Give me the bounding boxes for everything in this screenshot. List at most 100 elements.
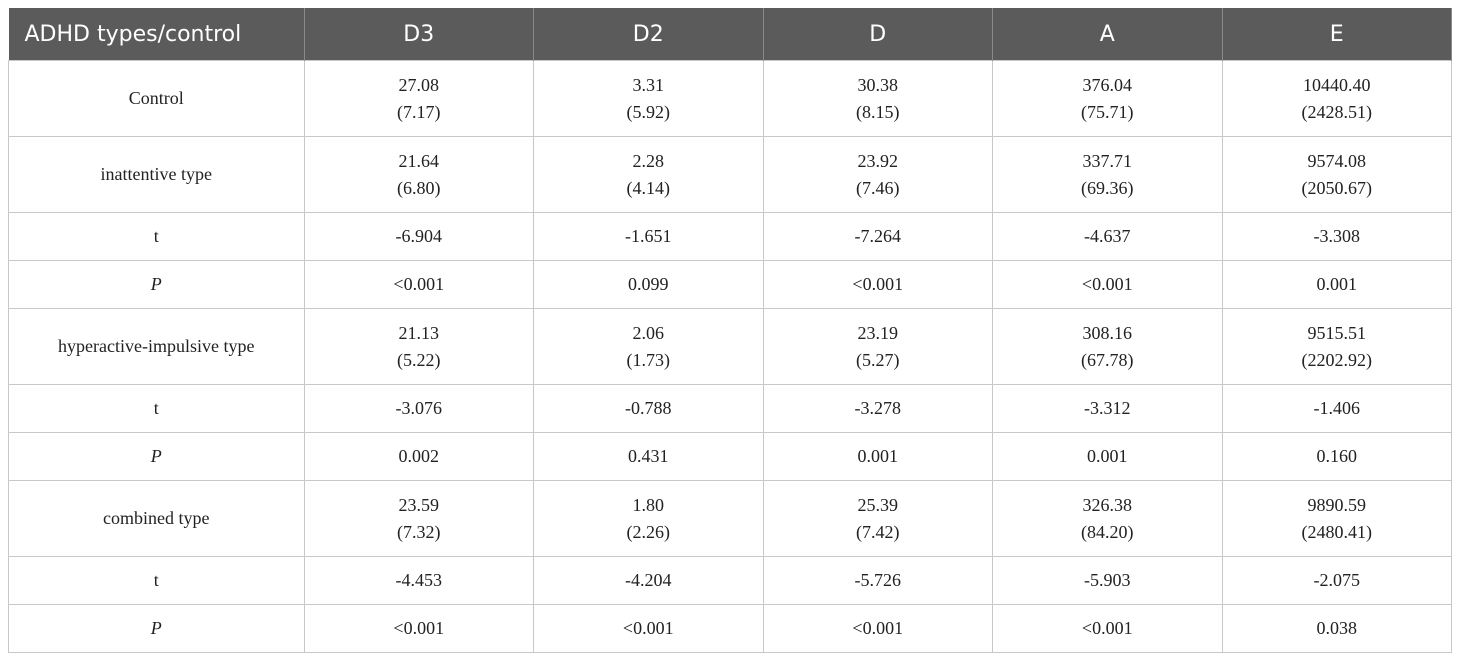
cell-line: (75.71) [1081,101,1134,122]
cell-line: (2.26) [626,521,671,542]
data-cell: -4.204 [533,556,764,605]
table-row: hyperactive-impulsive type 21.13 (5.22) 2.0… [8,308,1452,385]
data-cell: -1.651 [533,212,764,261]
cell-line: (5.92) [626,101,671,122]
cell-line: -5.903 [1084,570,1131,590]
data-cell: 23.59 (7.32) [303,480,534,557]
cell-line: <0.001 [852,618,904,638]
data-cell: -2.075 [1221,556,1452,605]
row-label: t [8,556,305,605]
cell-line: <0.001 [1081,618,1133,638]
header-cell: D3 [304,8,534,61]
data-cell: -6.904 [303,212,534,261]
data-cell: 0.431 [533,432,764,481]
row-label: t [8,212,305,261]
data-cell: <0.001 [992,604,1223,653]
cell-line: 0.001 [1087,446,1128,466]
data-cell: -3.278 [762,384,993,433]
cell-line: 1.80 [632,494,665,515]
cell-line: 0.431 [628,446,669,466]
header-cell: A [992,8,1223,61]
header-cell: ADHD types/control [8,8,305,61]
data-cell: 337.71 (69.36) [992,136,1223,213]
table-row: P 0.002 0.431 0.001 0.001 0.160 [8,432,1452,481]
data-cell: 9574.08 (2050.67) [1221,136,1452,213]
data-cell: -3.312 [992,384,1223,433]
cell-line: (2050.67) [1301,177,1373,198]
cell-line: <0.001 [622,618,674,638]
data-cell: 3.31 (5.92) [533,60,764,137]
cell-line: 0.160 [1316,446,1358,466]
cell-line: (5.27) [856,349,900,370]
cell-line: 0.099 [628,274,669,294]
table-row: combined type 23.59 (7.32) 1.80 (2.26) 25.39 (… [8,480,1452,557]
cell-line: (8.15) [856,101,900,122]
cell-line: <0.001 [393,274,445,294]
data-cell: 0.002 [303,432,534,481]
cell-line: 3.31 [632,74,665,95]
data-cell: -0.788 [533,384,764,433]
data-cell: 326.38 (84.20) [992,480,1223,557]
cell-line: 23.59 [398,494,440,515]
data-cell: 25.39 (7.42) [762,480,993,557]
data-cell: <0.001 [762,260,993,309]
row-label: P [8,432,305,481]
data-cell: 2.06 (1.73) [533,308,764,385]
data-cell: 21.13 (5.22) [303,308,534,385]
cell-line: -0.788 [625,398,672,418]
cell-line: 30.38 [857,74,899,95]
cell-line: (2202.92) [1301,349,1373,370]
cell-line: (67.78) [1081,349,1134,370]
data-cell: 0.001 [1221,260,1452,309]
table-row: inattentive type 21.64 (6.80) 2.28 (4.14) 23.… [8,136,1452,213]
row-label: combined type [8,480,305,557]
header-row: ADHD types/control D3 D2 D A E [8,8,1452,61]
data-cell: 27.08 (7.17) [303,60,534,137]
data-cell: <0.001 [533,604,764,653]
cell-line: 0.001 [857,446,899,466]
data-cell: 30.38 (8.15) [762,60,993,137]
cell-line: -3.312 [1084,398,1131,418]
data-cell: <0.001 [762,604,993,653]
cell-line: 9515.51 [1307,322,1367,343]
cell-line: 21.13 [398,322,440,343]
data-cell: -3.076 [303,384,534,433]
cell-line: -4.453 [395,570,443,590]
cell-line: 2.06 [632,322,665,343]
cell-line: (4.14) [626,177,671,198]
cell-line: (84.20) [1081,521,1134,542]
header-cell: D2 [533,8,764,61]
cell-line: -6.904 [395,226,443,246]
data-cell: -4.453 [303,556,534,605]
data-cell: <0.001 [303,604,534,653]
cell-line: 21.64 [398,150,440,171]
cell-line: -3.076 [395,398,443,418]
cell-line: 9890.59 [1307,494,1367,515]
data-cell: 2.28 (4.14) [533,136,764,213]
table-row: P <0.001 0.099 <0.001 <0.001 0.001 [8,260,1452,309]
data-cell: <0.001 [303,260,534,309]
cell-line: -7.264 [854,226,902,246]
cell-line: -3.308 [1313,226,1361,246]
data-cell: -3.308 [1221,212,1452,261]
table: ADHD types/control D3 D2 D A E Control 27.08 (7… [8,8,1452,653]
cell-line: (69.36) [1081,177,1134,198]
cell-line: -4.637 [1084,226,1131,246]
cell-line: 23.19 [857,322,899,343]
header-cell: D [763,8,993,61]
cell-line: 27.08 [398,74,440,95]
data-cell: 0.038 [1221,604,1452,653]
cell-line: (7.32) [397,521,441,542]
table-wrap: ADHD types/control D3 D2 D A E Control 27.08 (7… [8,8,1452,653]
table-row: t -6.904 -1.651 -7.264 -4.637 -3.308 [8,212,1452,261]
table-row: t -3.076 -0.788 -3.278 -3.312 -1.406 [8,384,1452,433]
row-label: hyperactive-impulsive type [8,308,305,385]
cell-line: -4.204 [625,570,672,590]
row-label: inattentive type [8,136,305,213]
data-cell: 376.04 (75.71) [992,60,1223,137]
table-row: t -4.453 -4.204 -5.726 -5.903 -2.075 [8,556,1452,605]
cell-line: 326.38 [1082,494,1133,515]
data-cell: -4.637 [992,212,1223,261]
data-cell: 23.19 (5.27) [762,308,993,385]
